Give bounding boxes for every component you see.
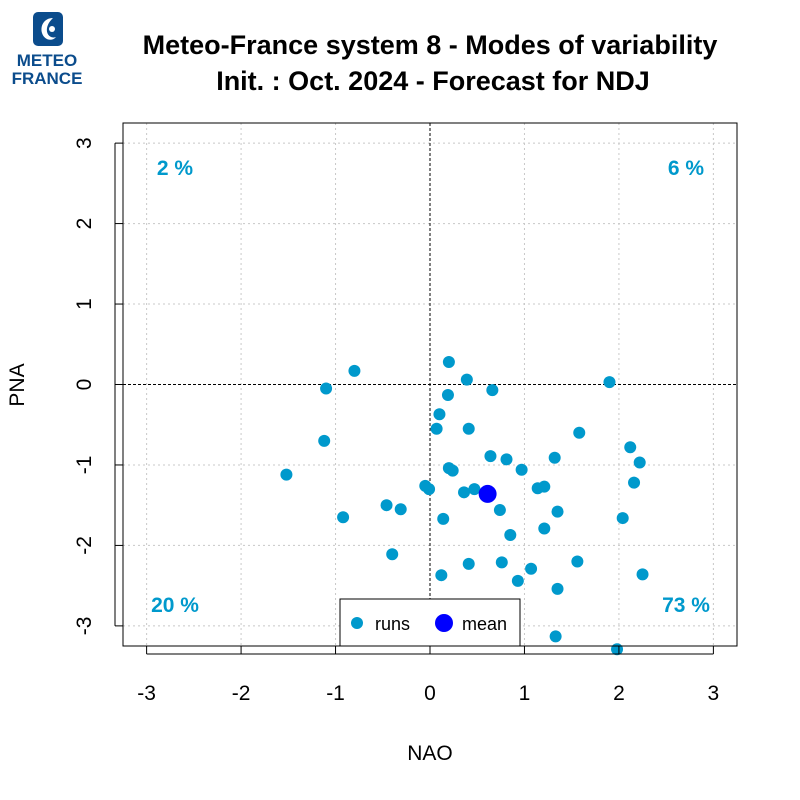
- y-tick-label: -3: [73, 617, 96, 636]
- y-tick-label: 3: [73, 137, 96, 149]
- x-tick-label: 3: [708, 682, 720, 705]
- point-runs: [386, 548, 399, 561]
- point-runs: [446, 464, 459, 477]
- point-runs: [460, 373, 473, 386]
- logo-text-meteo: METEO: [17, 51, 77, 70]
- point-runs: [548, 451, 561, 464]
- y-tick-label: 0: [73, 379, 96, 391]
- y-tick-label: -1: [73, 456, 96, 475]
- point-runs: [435, 569, 448, 582]
- point-runs: [551, 582, 564, 595]
- x-tick-label: -2: [232, 682, 251, 705]
- point-runs: [549, 630, 562, 643]
- legend-box: [339, 598, 521, 647]
- logo-mark-icon: [33, 12, 63, 46]
- x-tick-label: -1: [326, 682, 345, 705]
- legend-marker-mean: [435, 614, 453, 632]
- point-runs: [394, 503, 407, 516]
- point-runs: [486, 384, 499, 397]
- y-tick-label: -2: [73, 536, 96, 555]
- y-tick-label: 1: [73, 298, 96, 310]
- point-runs: [504, 528, 517, 541]
- point-runs: [571, 555, 584, 568]
- point-runs: [616, 512, 629, 525]
- point-runs: [437, 512, 450, 525]
- chart-title: Meteo-France system 8 - Modes of variabi…: [143, 30, 718, 60]
- point-runs: [462, 557, 475, 570]
- legend-label-runs: runs: [375, 614, 410, 634]
- x-tick-label: 1: [519, 682, 531, 705]
- x-tick-label: 0: [424, 682, 436, 705]
- quadrant-label-bottom-left: 20 %: [151, 594, 199, 617]
- point-runs: [636, 568, 649, 581]
- y-tick-label: 2: [73, 218, 96, 230]
- quadrant-label-bottom-right: 73 %: [662, 594, 710, 617]
- quadrant-label-top-left: 2 %: [157, 157, 194, 180]
- point-runs: [348, 364, 361, 377]
- point-runs: [468, 483, 481, 496]
- logo-swirl-icon: [41, 18, 56, 40]
- legend: runs mean: [339, 598, 521, 647]
- y-axis: -3 -2 -1 0 1 2 3: [73, 137, 123, 635]
- x-axis: -3 -2 -1 0 1 2 3: [137, 646, 719, 705]
- point-runs: [603, 376, 616, 389]
- point-runs: [538, 480, 551, 493]
- point-runs: [573, 426, 586, 439]
- point-runs: [441, 388, 454, 401]
- y-axis-label: PNA: [6, 363, 29, 406]
- point-runs: [538, 522, 551, 535]
- point-runs: [430, 422, 443, 435]
- point-runs: [493, 504, 506, 517]
- logo-text-france: FRANCE: [12, 69, 83, 88]
- point-runs: [515, 463, 528, 476]
- point-mean: [478, 484, 497, 503]
- quadrant-label-top-right: 6 %: [668, 157, 705, 180]
- meteo-france-logo: METEO FRANCE: [12, 12, 83, 88]
- x-axis-label: NAO: [407, 742, 453, 765]
- point-runs: [628, 476, 641, 489]
- point-runs: [320, 382, 333, 395]
- point-runs: [484, 450, 497, 463]
- chart-subtitle: Init. : Oct. 2024 - Forecast for NDJ: [216, 66, 650, 96]
- point-runs: [495, 556, 508, 569]
- point-runs: [380, 499, 393, 512]
- point-runs: [318, 434, 331, 447]
- point-runs: [442, 355, 455, 368]
- point-runs: [280, 468, 293, 481]
- legend-marker-runs: [351, 617, 363, 629]
- point-runs: [458, 486, 471, 499]
- point-runs: [551, 505, 564, 518]
- logo-dot-icon: [49, 26, 55, 32]
- zero-lines: [123, 123, 737, 646]
- point-runs: [611, 643, 624, 656]
- point-runs: [624, 441, 637, 454]
- legend-label-mean: mean: [462, 614, 507, 634]
- point-runs: [525, 562, 538, 575]
- point-runs: [462, 422, 475, 435]
- x-tick-label: 2: [613, 682, 625, 705]
- point-runs: [500, 453, 513, 466]
- point-runs: [337, 511, 350, 524]
- x-tick-label: -3: [137, 682, 156, 705]
- point-runs: [633, 456, 646, 469]
- data-points: [280, 355, 649, 656]
- point-runs: [433, 408, 446, 421]
- point-runs: [423, 483, 436, 496]
- point-runs: [511, 574, 524, 587]
